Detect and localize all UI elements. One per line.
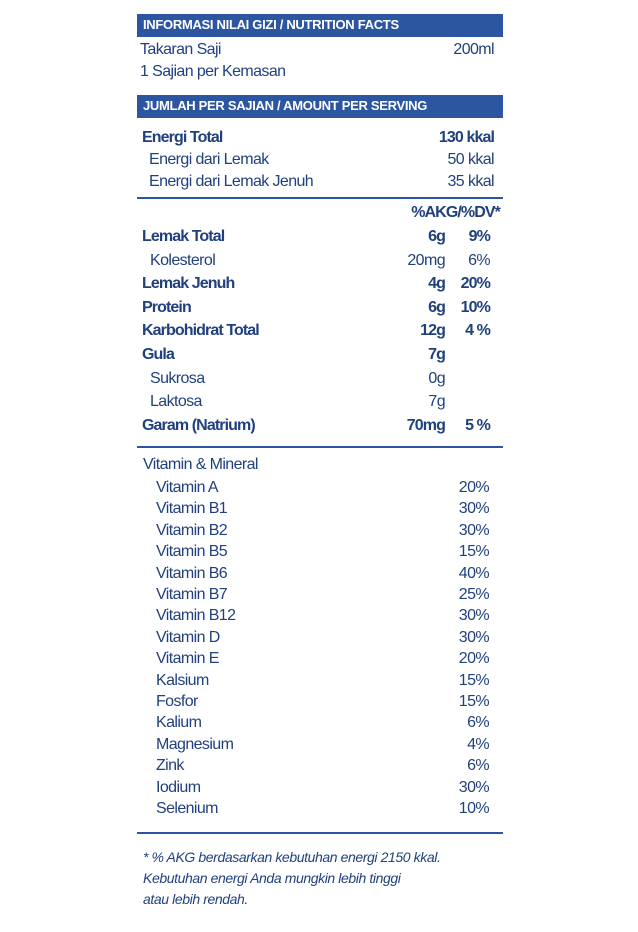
vitamin-dv: 6% [467,714,490,732]
nutrient-label: Laktosa [150,393,202,411]
vitamin-dv: 40% [458,564,490,582]
nutrient-dv: 6% [468,251,491,269]
nutrient-label: Lemak Jenuh [142,275,235,293]
footnote-line: atau lebih rendah. [143,891,248,907]
serving-size-label: Takaran Saji [140,41,221,58]
vitamin-label: Vitamin A [156,479,219,496]
column-header: %AKG/%DV* [411,204,501,221]
divider [137,446,503,448]
vitamin-dv: 15% [458,693,490,710]
nutrient-label: Lemak Total [142,228,225,245]
nutrient-dv: 4 % [465,322,491,340]
vitamin-dv: 4% [467,735,490,753]
nutrient-amount: 4g [428,275,446,293]
vitamin-dv: 6% [467,757,490,775]
vitamin-label: Kalium [156,714,202,732]
nutrient-amount: 7g [428,393,445,411]
nutrient-label: Karbohidrat Total [142,322,260,340]
vitamin-label: Vitamin D [156,628,220,646]
footnote-line: Kebutuhan energi Anda mungkin lebih ting… [143,870,401,886]
vitamin-dv: 15% [458,543,490,561]
nutrient-amount: 0g [428,369,445,387]
vitamin-dv: 30% [458,628,490,646]
vitamin-label: Vitamin B5 [156,543,228,561]
amount-bar: JUMLAH PER SAJIAN / AMOUNT PER SERVING [137,95,503,118]
nutrient-amount: 20mg [407,251,445,269]
vitamins-title: Vitamin & Mineral [143,456,258,473]
nutrient-dv: 20% [460,275,491,293]
vitamin-label: Vitamin B2 [156,521,228,539]
vitamin-dv: 15% [458,671,490,689]
nutrient-amount: 6g [428,298,446,316]
nutrient-dv: 5 % [465,416,491,434]
energy-label: Energi Total [142,129,223,146]
vitamin-label: Vitamin B1 [156,500,228,518]
nutrient-label: Protein [142,298,192,316]
vitamin-label: Fosfor [156,693,198,710]
vitamin-dv: 30% [458,778,490,796]
vitamin-label: Zink [156,757,184,775]
vitamin-label: Vitamin E [156,650,219,668]
divider [137,197,503,199]
vitamin-dv: 10% [458,800,490,817]
nutrient-label: Gula [142,346,175,363]
vitamin-dv: 30% [458,521,490,539]
serving-size-value: 200ml [453,41,494,58]
energy-label: Energi dari Lemak [149,151,269,168]
vitamin-label: Vitamin B6 [156,564,228,582]
energy-value: 130 kkal [438,129,495,146]
vitamin-dv: 20% [458,650,490,668]
vitamin-label: Kalsium [156,671,209,689]
title-bar: INFORMASI NILAI GIZI / NUTRITION FACTS [137,14,503,37]
nutrient-label: Sukrosa [150,369,205,387]
footnote-line: * % AKG berdasarkan kebutuhan energi 215… [143,849,441,865]
nutrient-label: Garam (Natrium) [142,416,256,434]
energy-value: 50 kkal [447,151,495,168]
vitamin-dv: 25% [458,586,490,603]
vitamin-dv: 20% [458,479,490,496]
vitamin-dv: 30% [458,500,490,518]
nutrient-dv: 9% [468,228,491,245]
nutrient-dv: 10% [460,298,491,316]
nutrient-amount: 70mg [406,416,446,434]
vitamin-label: Vitamin B7 [156,586,228,603]
nutrient-label: Kolesterol [150,251,216,269]
nutrient-amount: 6g [428,228,446,245]
energy-value: 35 kkal [447,173,495,190]
vitamin-dv: 30% [458,607,490,625]
vitamin-label: Vitamin B12 [156,607,236,625]
vitamin-label: Selenium [156,800,219,817]
servings-per-pack: 1 Sajian per Kemasan [140,63,286,80]
vitamin-label: Iodium [156,778,201,796]
divider [137,832,503,834]
energy-label: Energi dari Lemak Jenuh [149,173,314,190]
nutrient-amount: 7g [428,346,446,363]
vitamin-label: Magnesium [156,735,234,753]
nutrient-amount: 12g [420,322,446,340]
